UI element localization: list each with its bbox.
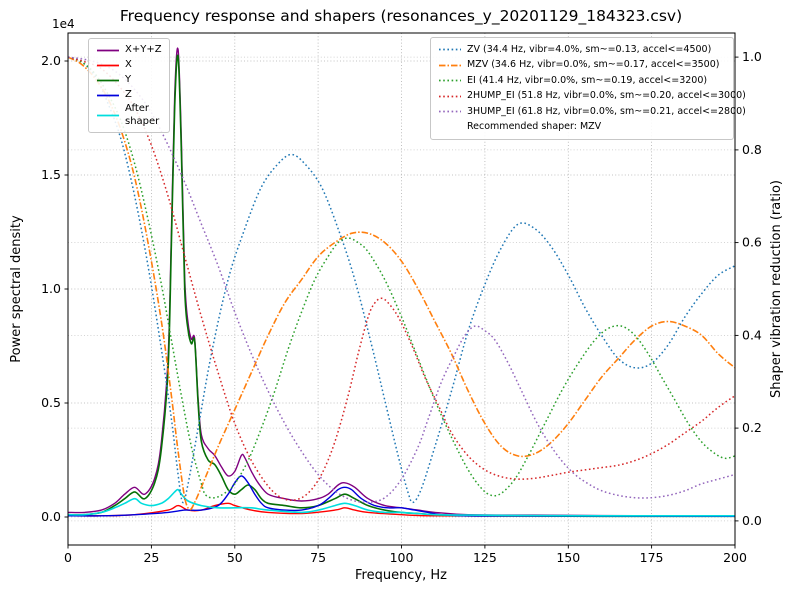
- chart-title: Frequency response and shapers (resonanc…: [120, 7, 682, 26]
- x-tick-label: 0: [64, 550, 72, 565]
- x-tick-label: 150: [556, 550, 580, 565]
- legend-entry-3hump-ei: 3HUMP_EI (61.8 Hz, vibr=0.0%, sm~=0.21, …: [438, 104, 746, 120]
- legend-line-sample: [439, 110, 461, 113]
- psd-curve-after-shaper: [67, 488, 735, 517]
- y-right-tick-label: 0.4: [742, 327, 762, 342]
- y-left-tick-label: 0.5: [41, 395, 61, 410]
- legend-entry-2hump-ei: 2HUMP_EI (51.8 Hz, vibr=0.0%, sm~=0.20, …: [438, 89, 746, 105]
- legend-line-sample: [97, 94, 119, 97]
- y-right-tick-label: 0.8: [742, 142, 762, 157]
- legend-label: 3HUMP_EI (61.8 Hz, vibr=0.0%, sm~=0.21, …: [467, 105, 746, 117]
- series-curves: [67, 47, 736, 518]
- legend-entry-after: After shaper: [96, 103, 162, 128]
- x-tick-label: 25: [143, 550, 159, 565]
- recommended-shaper-text: Recommended shaper: MZV: [467, 121, 602, 133]
- shaper-curve-3hump-ei: [67, 56, 736, 504]
- legend-label: MZV (34.6 Hz, vibr=0.0%, sm~=0.17, accel…: [467, 59, 720, 71]
- legend-line-sample: [97, 49, 119, 52]
- y-right-tick-label: 1.0: [742, 49, 762, 64]
- legend-entry-y: Y: [96, 73, 162, 88]
- legend-line-sample: [97, 79, 119, 82]
- y-left-tick-label: 0.0: [41, 509, 61, 524]
- y-left-offset-label: 1e4: [52, 17, 75, 31]
- y-right-tick-label: 0.0: [742, 513, 762, 528]
- x-axis-label: Frequency, Hz: [355, 568, 447, 583]
- y-left-tick-label: 2.0: [41, 53, 61, 68]
- y-left-tick-label: 1.0: [41, 281, 61, 296]
- legend-entry-x: X: [96, 58, 162, 73]
- legend-entry-mzv: MZV (34.6 Hz, vibr=0.0%, sm~=0.17, accel…: [438, 58, 726, 74]
- legend-entry-ei: EI (41.4 Hz, vibr=0.0%, sm~=0.19, accel<…: [438, 73, 726, 89]
- shaper-curve-ei: [67, 56, 736, 499]
- psd-curve-z: [67, 475, 736, 517]
- legend-label: Y: [125, 74, 132, 86]
- legend-label: X+Y+Z: [125, 44, 162, 56]
- legend-line-sample: [97, 64, 119, 67]
- legend-line-sample: [439, 64, 461, 67]
- legend-entry-z: Z: [96, 88, 162, 103]
- shaper-curve-mzv: [67, 56, 736, 511]
- legend-entry-zv: ZV (34.4 Hz, vibr=4.0%, sm~=0.13, accel<…: [438, 42, 726, 58]
- legend-psd: X+Y+Z X Y Z After shaper: [88, 38, 170, 133]
- y-right-tick-label: 0.2: [742, 420, 762, 435]
- psd-curve-x: [67, 502, 736, 517]
- x-tick-label: 50: [227, 550, 243, 565]
- legend-line-sample: [439, 95, 461, 98]
- legend-label: Z: [125, 89, 132, 101]
- legend-label: 2HUMP_EI (51.8 Hz, vibr=0.0%, sm~=0.20, …: [467, 90, 746, 102]
- y-right-tick-label: 0.6: [742, 235, 762, 250]
- y-left-axis-label: Power spectral density: [9, 215, 24, 363]
- x-tick-label: 175: [640, 550, 664, 565]
- legend-line-sample: [439, 79, 461, 82]
- y-left-tick-label: 1.5: [41, 167, 61, 182]
- legend-line-sample: [439, 48, 461, 51]
- axis-ticks: 0 25 50 75 100 125 150 175 200 0.0 0.5 1.0 1.5 2.0 0.0…: [41, 49, 762, 565]
- grid: [67, 33, 736, 545]
- legend-note-recommended-shaper: Recommended shaper: MZV: [438, 120, 726, 136]
- y-right-axis-label: Shaper vibration reduction (ratio): [769, 180, 784, 398]
- legend-label: EI (41.4 Hz, vibr=0.0%, sm~=0.19, accel<…: [467, 74, 708, 86]
- legend-shapers: ZV (34.4 Hz, vibr=4.0%, sm~=0.13, accel<…: [430, 37, 746, 140]
- shaper-curve-2hump-ei: [67, 56, 736, 502]
- x-tick-label: 200: [723, 550, 747, 565]
- x-tick-label: 125: [473, 550, 497, 565]
- x-tick-label: 75: [310, 550, 326, 565]
- legend-line-sample: [97, 114, 119, 117]
- legend-label: X: [125, 59, 132, 71]
- legend-entry-x-y-z: X+Y+Z: [96, 43, 162, 58]
- legend-label: ZV (34.4 Hz, vibr=4.0%, sm~=0.13, accel<…: [467, 43, 712, 55]
- legend-label: After shaper: [125, 103, 160, 127]
- x-tick-label: 100: [390, 550, 414, 565]
